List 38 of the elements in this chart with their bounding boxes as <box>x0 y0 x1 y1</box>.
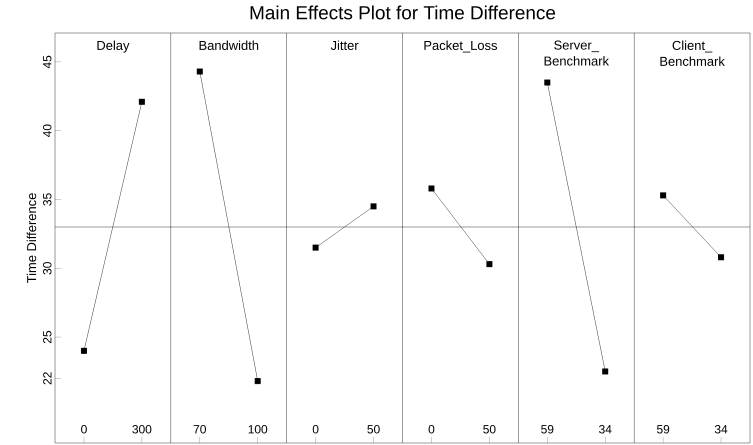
x-tick-label: 59 <box>656 425 670 434</box>
point <box>196 68 203 75</box>
point <box>254 378 261 384</box>
point <box>486 261 492 268</box>
point <box>370 203 377 210</box>
point <box>602 368 608 374</box>
y-tick-label: 25 <box>43 330 52 344</box>
annotation: Delay <box>97 40 130 53</box>
x-tick-label: 59 <box>541 425 554 434</box>
point <box>80 348 87 354</box>
y-tick-label: 30 <box>43 262 52 274</box>
y-tick-label: 22 <box>43 372 52 384</box>
y-axis-title: Time Difference <box>26 193 36 284</box>
annotation: Bandwidth <box>200 40 258 50</box>
x-tick-label: 70 <box>194 425 206 434</box>
x-tick-label: 50 <box>367 425 380 434</box>
x-tick-label: 0 <box>428 425 434 434</box>
point <box>544 80 550 86</box>
annotation: Server_ Benchmark <box>544 40 610 66</box>
x-tick-label: 0 <box>81 425 87 434</box>
chart-title: Main Effects Plot for Time Difference <box>250 6 556 20</box>
point <box>138 98 145 105</box>
x-tick-label: 300 <box>132 425 152 434</box>
x-tick-label: 50 <box>483 425 496 434</box>
y-tick-label: 40 <box>43 124 52 138</box>
point <box>718 254 724 260</box>
y-tick-label: 45 <box>43 56 52 68</box>
point <box>312 244 319 251</box>
annotation: Jitter <box>330 40 358 50</box>
x-tick-label: 34 <box>599 425 612 434</box>
x-tick-label: 0 <box>312 425 318 434</box>
point <box>660 192 666 198</box>
x-tick-label: 34 <box>714 425 728 434</box>
x-tick-label: 100 <box>248 425 268 434</box>
annotation: Client_ Benchmark <box>660 40 725 66</box>
annotation: Packet_Loss <box>424 40 498 52</box>
point <box>428 185 434 192</box>
y-tick-label: 35 <box>43 193 52 206</box>
